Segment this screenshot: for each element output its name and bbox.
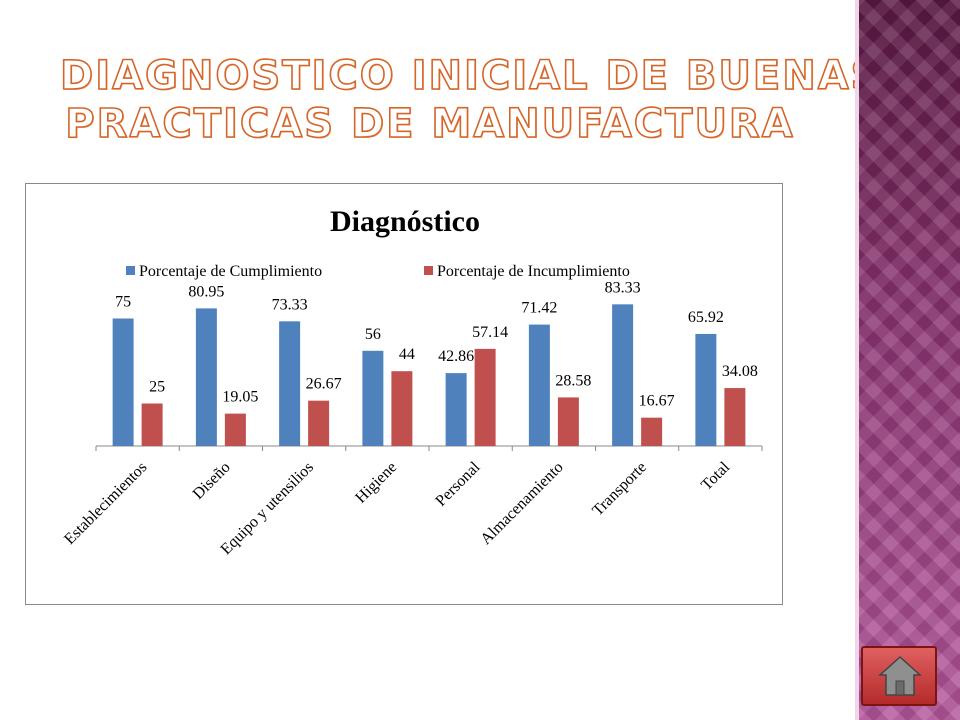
category-label: Equipo y utensilios	[218, 459, 317, 558]
category-label: Diseño	[190, 459, 234, 503]
bar-cumplimiento	[612, 304, 634, 446]
bar-incumplimiento	[141, 403, 163, 446]
bar-cumplimiento	[279, 321, 301, 446]
home-button[interactable]	[861, 646, 937, 706]
legend-label-1: Porcentaje de Cumplimiento	[139, 263, 322, 280]
data-label: 83.33	[605, 279, 641, 296]
legend-swatch-1	[126, 266, 135, 275]
slide-title-line-1: DIAGNOSTICO INICIAL DE BUENAS	[59, 52, 882, 100]
bar-cumplimiento	[362, 350, 384, 446]
slide-title-line-2: PRACTICAS DE MANUFACTURA	[64, 100, 795, 148]
data-label: 34.08	[722, 363, 758, 380]
decorative-side-panel	[855, 0, 960, 720]
bar-cumplimiento	[195, 308, 217, 446]
bar-cumplimiento	[528, 324, 550, 446]
bar-incumplimiento	[308, 400, 330, 446]
bar-incumplimiento	[724, 388, 746, 446]
bar-cumplimiento	[695, 333, 717, 446]
category-label: Total	[698, 458, 733, 493]
data-label: 56	[365, 326, 381, 343]
chart-title: Diagnóstico	[330, 205, 480, 238]
data-label: 44	[399, 346, 415, 363]
data-label: 71.42	[521, 300, 557, 317]
home-icon	[878, 655, 922, 696]
bar-cumplimiento	[445, 373, 467, 446]
data-label: 19.05	[222, 389, 258, 406]
data-label: 28.58	[555, 372, 591, 389]
bar-cumplimiento	[112, 318, 134, 446]
bar-incumplimiento	[641, 417, 663, 446]
data-label: 25	[149, 379, 165, 396]
bar-incumplimiento	[557, 397, 579, 446]
data-label: 80.95	[188, 283, 224, 300]
slide-title: DIAGNOSTICO INICIAL DE BUENAS PRACTICAS …	[59, 52, 882, 148]
data-label: 16.67	[639, 393, 675, 410]
data-label: 42.86	[438, 348, 474, 365]
category-label: Establecimientos	[61, 459, 150, 548]
data-label: 57.14	[472, 324, 508, 341]
category-label: Almacenamiento	[477, 459, 566, 548]
bar-incumplimiento	[474, 348, 496, 446]
category-label: Higiene	[352, 459, 400, 507]
bar-incumplimiento	[224, 413, 246, 446]
chart-frame: Diagnóstico Porcentaje de Cumplimiento Por…	[25, 183, 783, 605]
data-label: 26.67	[306, 376, 342, 393]
category-label: Personal	[432, 458, 483, 509]
data-label: 65.92	[688, 309, 724, 326]
data-label: 75	[115, 294, 131, 311]
bar-chart: Diagnóstico Porcentaje de Cumplimiento Por…	[61, 205, 763, 558]
data-label: 73.33	[272, 296, 308, 313]
legend-swatch-2	[424, 266, 433, 275]
bar-incumplimiento	[391, 371, 413, 446]
category-label: Transporte	[589, 459, 650, 520]
legend-label-2: Porcentaje de Incumplimiento	[437, 263, 630, 280]
